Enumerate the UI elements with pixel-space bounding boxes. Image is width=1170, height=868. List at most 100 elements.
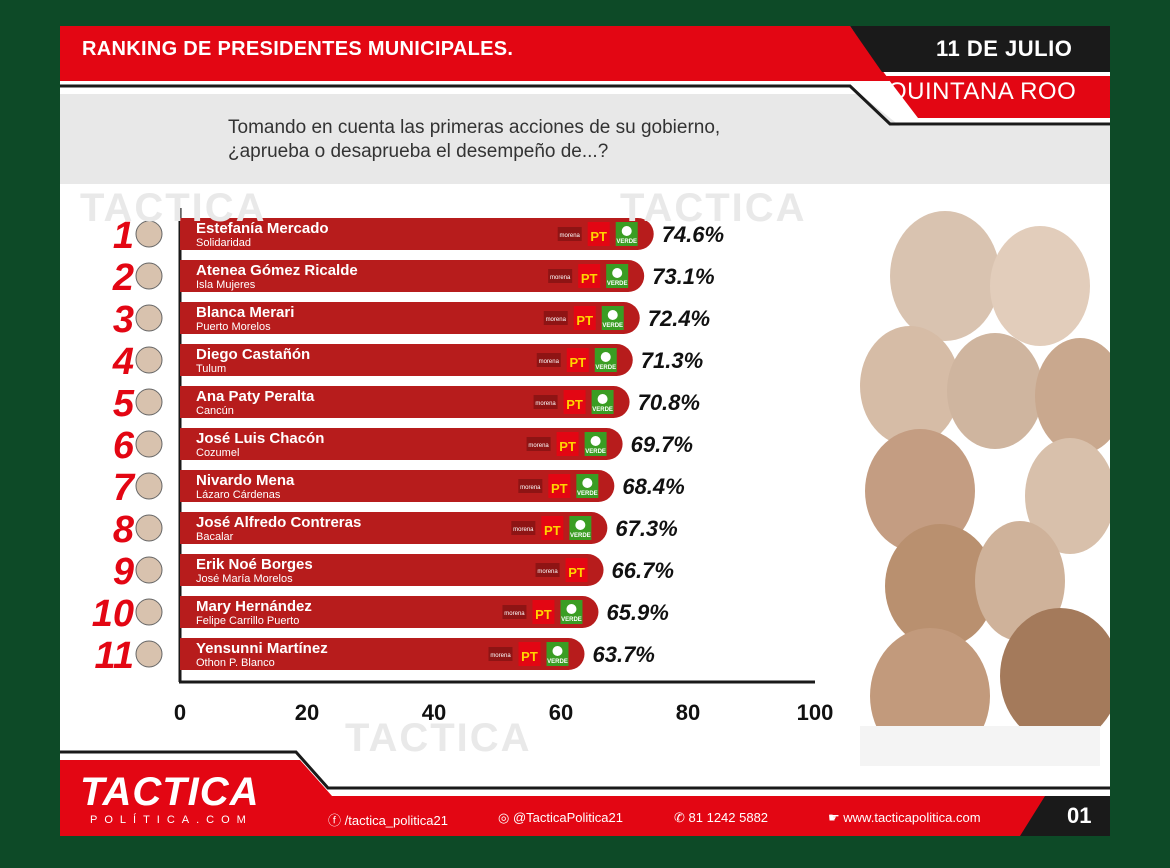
avatar — [135, 514, 163, 542]
candidate-municipality: Felipe Carrillo Puerto — [196, 615, 299, 627]
verde-logo-mark — [621, 226, 632, 236]
bar-left-edge — [180, 428, 200, 460]
header-state-tab — [886, 76, 1110, 118]
candidates-photo-collage — [860, 211, 1110, 766]
verde-logo-label: VERDE — [547, 659, 568, 665]
morena-logo-label: morena — [539, 359, 560, 365]
bar — [180, 470, 615, 502]
pt-logo-label: PT — [544, 523, 561, 538]
footer-divider-line — [60, 750, 1110, 790]
survey-question-line: Tomando en cuenta las primeras acciones … — [228, 117, 721, 138]
candidate-municipality: Cancún — [196, 405, 234, 417]
pt-logo-label: PT — [569, 355, 586, 370]
pointer-hand-icon: ☛ — [828, 810, 844, 825]
rank-number: 9 — [113, 551, 134, 593]
bar-left-edge — [180, 554, 200, 586]
watermark: TACTICA — [345, 716, 532, 760]
verde-logo-mark — [597, 394, 608, 404]
morena-logo — [502, 605, 527, 619]
footer-page-tab — [1020, 796, 1110, 836]
value-label: 74.6% — [662, 222, 724, 247]
header-date: 11 DE JULIO — [936, 36, 1073, 61]
morena-logo-label: morena — [546, 317, 567, 323]
verde-logo-label: VERDE — [602, 323, 623, 329]
pt-logo-label: PT — [535, 607, 552, 622]
verde-logo-label: VERDE — [616, 239, 637, 245]
candidate-municipality: Tulum — [196, 363, 226, 375]
morena-logo — [543, 311, 568, 325]
footer-red-band — [60, 760, 1110, 836]
avatar — [135, 304, 163, 332]
verde-logo-mark — [607, 310, 618, 320]
morena-logo-label: morena — [535, 401, 556, 407]
candidate-name: Ana Paty Peralta — [196, 388, 315, 405]
value-label: 67.3% — [615, 516, 677, 541]
avatar — [135, 388, 163, 416]
verde-logo-label: VERDE — [585, 449, 606, 455]
verde-logo-mark — [552, 646, 563, 656]
footer-website[interactable]: ☛ www.tacticapolitica.com — [828, 810, 981, 825]
morena-logo-label: morena — [550, 275, 571, 281]
candidate-name: Mary Hernández — [196, 598, 312, 615]
verde-logo-label: VERDE — [577, 491, 598, 497]
verde-logo-mark — [582, 478, 593, 488]
avatar — [135, 640, 163, 668]
footer-facebook[interactable]: ⓕ /tactica_politica21 — [328, 813, 448, 828]
verde-logo-mark — [590, 436, 601, 446]
morena-logo — [533, 395, 558, 409]
verde-logo-mark — [612, 268, 623, 278]
pt-logo — [532, 600, 555, 624]
pt-logo — [573, 306, 596, 330]
pt-logo — [556, 432, 579, 456]
rank-number: 5 — [113, 383, 135, 425]
pt-logo-label: PT — [576, 313, 593, 328]
value-label: 69.7% — [631, 432, 693, 457]
pt-logo-label: PT — [559, 439, 576, 454]
footer-instagram[interactable]: ◎ @TacticaPolitica21 — [498, 810, 623, 825]
morena-logo-label: morena — [560, 233, 581, 239]
header-title: RANKING DE PRESIDENTES MUNICIPALES. — [82, 38, 514, 60]
question-band — [60, 94, 1110, 184]
page-number: 01 — [1067, 803, 1092, 828]
x-tick-label: 60 — [549, 700, 573, 725]
candidate-name: Nivardo Mena — [196, 472, 295, 489]
candidate-name: Estefanía Mercado — [196, 220, 329, 237]
pt-logo-label: PT — [551, 481, 568, 496]
morena-logo-label: morena — [537, 569, 558, 575]
pt-logo — [541, 516, 564, 540]
verde-logo-label: VERDE — [570, 533, 591, 539]
morena-logo — [526, 437, 551, 451]
pt-logo-label: PT — [566, 397, 583, 412]
brand-logo: TACTICA — [80, 770, 260, 814]
candidate-name: Atenea Gómez Ricalde — [196, 262, 358, 279]
morena-logo — [535, 563, 560, 577]
facebook-icon: ⓕ — [328, 813, 345, 828]
morena-logo — [548, 269, 573, 283]
x-tick-label: 20 — [295, 700, 319, 725]
candidate-name: Blanca Merari — [196, 304, 294, 321]
candidate-name: Yensunni Martínez — [196, 640, 328, 657]
x-tick-label: 80 — [676, 700, 700, 725]
rank-number: 6 — [113, 425, 135, 467]
watermark: TACTICA — [80, 186, 267, 230]
whatsapp-icon: ✆ — [674, 810, 689, 825]
bar — [180, 638, 585, 670]
rank-number: 8 — [113, 509, 135, 551]
morena-logo — [488, 647, 513, 661]
bar — [180, 260, 645, 292]
verde-logo-mark — [566, 604, 577, 614]
avatar — [135, 556, 163, 584]
rank-number: 10 — [92, 593, 134, 635]
survey-question: Tomando en cuenta las primeras acciones … — [228, 116, 828, 164]
pt-logo — [563, 390, 586, 414]
pt-logo-label: PT — [568, 565, 585, 580]
footer-whatsapp[interactable]: ✆ 81 1242 5882 — [674, 810, 769, 825]
avatar — [135, 472, 163, 500]
candidate-municipality: Puerto Morelos — [196, 321, 271, 333]
header-divider-line — [60, 84, 1110, 126]
bar — [180, 218, 654, 250]
